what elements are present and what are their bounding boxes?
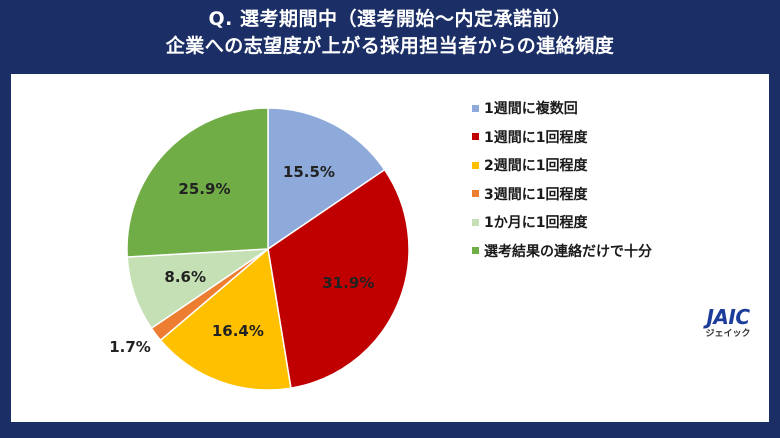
legend-label: 1か月に1回程度 bbox=[484, 215, 588, 232]
logo-subtext: ジェイック bbox=[705, 329, 751, 339]
legend-item: 選考結果の連絡だけで十分 bbox=[472, 237, 652, 266]
legend-swatch bbox=[472, 190, 479, 198]
pie-data-label: 1.7% bbox=[109, 338, 151, 356]
legend-swatch bbox=[472, 133, 479, 141]
legend-item: 1週間に複数回 bbox=[472, 94, 652, 123]
title-line-2: 企業への志望度が上がる採用担当者からの連絡頻度 bbox=[165, 35, 615, 57]
legend-label: 1週間に複数回 bbox=[484, 101, 578, 118]
pie-slice bbox=[126, 107, 269, 258]
pie-data-label: 31.9% bbox=[322, 274, 375, 293]
legend-item: 1か月に1回程度 bbox=[472, 208, 652, 237]
legend-label: 1週間に1回程度 bbox=[484, 129, 588, 146]
legend-swatch bbox=[472, 161, 479, 169]
logo-text: JAIC bbox=[706, 305, 750, 329]
pie-slice bbox=[159, 247, 292, 391]
legend-label: 3週間に1回程度 bbox=[484, 186, 588, 203]
chart-title: Q. 選考期間中（選考開始～内定承諾前） 企業への志望度が上がる採用担当者からの… bbox=[0, 6, 780, 60]
pie-slice bbox=[267, 107, 386, 251]
legend-swatch bbox=[472, 218, 479, 226]
legend: 1週間に複数回 1週間に1回程度 2週間に1回程度 3週間に1回程度 1か月に1… bbox=[472, 94, 652, 265]
pie-data-label: 16.4% bbox=[211, 322, 264, 341]
pie-data-label: 8.6% bbox=[164, 268, 207, 287]
legend-item: 2週間に1回程度 bbox=[472, 151, 652, 180]
legend-item: 1週間に1回程度 bbox=[472, 123, 652, 152]
pie-data-label: 15.5% bbox=[282, 162, 335, 181]
legend-swatch bbox=[472, 247, 479, 255]
pie-data-label: 25.9% bbox=[178, 179, 231, 198]
title-line-1: Q. 選考期間中（選考開始～内定承諾前） bbox=[208, 8, 572, 30]
legend-item: 3週間に1回程度 bbox=[472, 180, 652, 209]
legend-label: 選考結果の連絡だけで十分 bbox=[484, 243, 652, 260]
pie-slice bbox=[267, 168, 410, 389]
legend-label: 2週間に1回程度 bbox=[484, 158, 588, 175]
jaic-logo: JAIC ジェイック bbox=[698, 306, 758, 340]
legend-swatch bbox=[472, 104, 479, 112]
